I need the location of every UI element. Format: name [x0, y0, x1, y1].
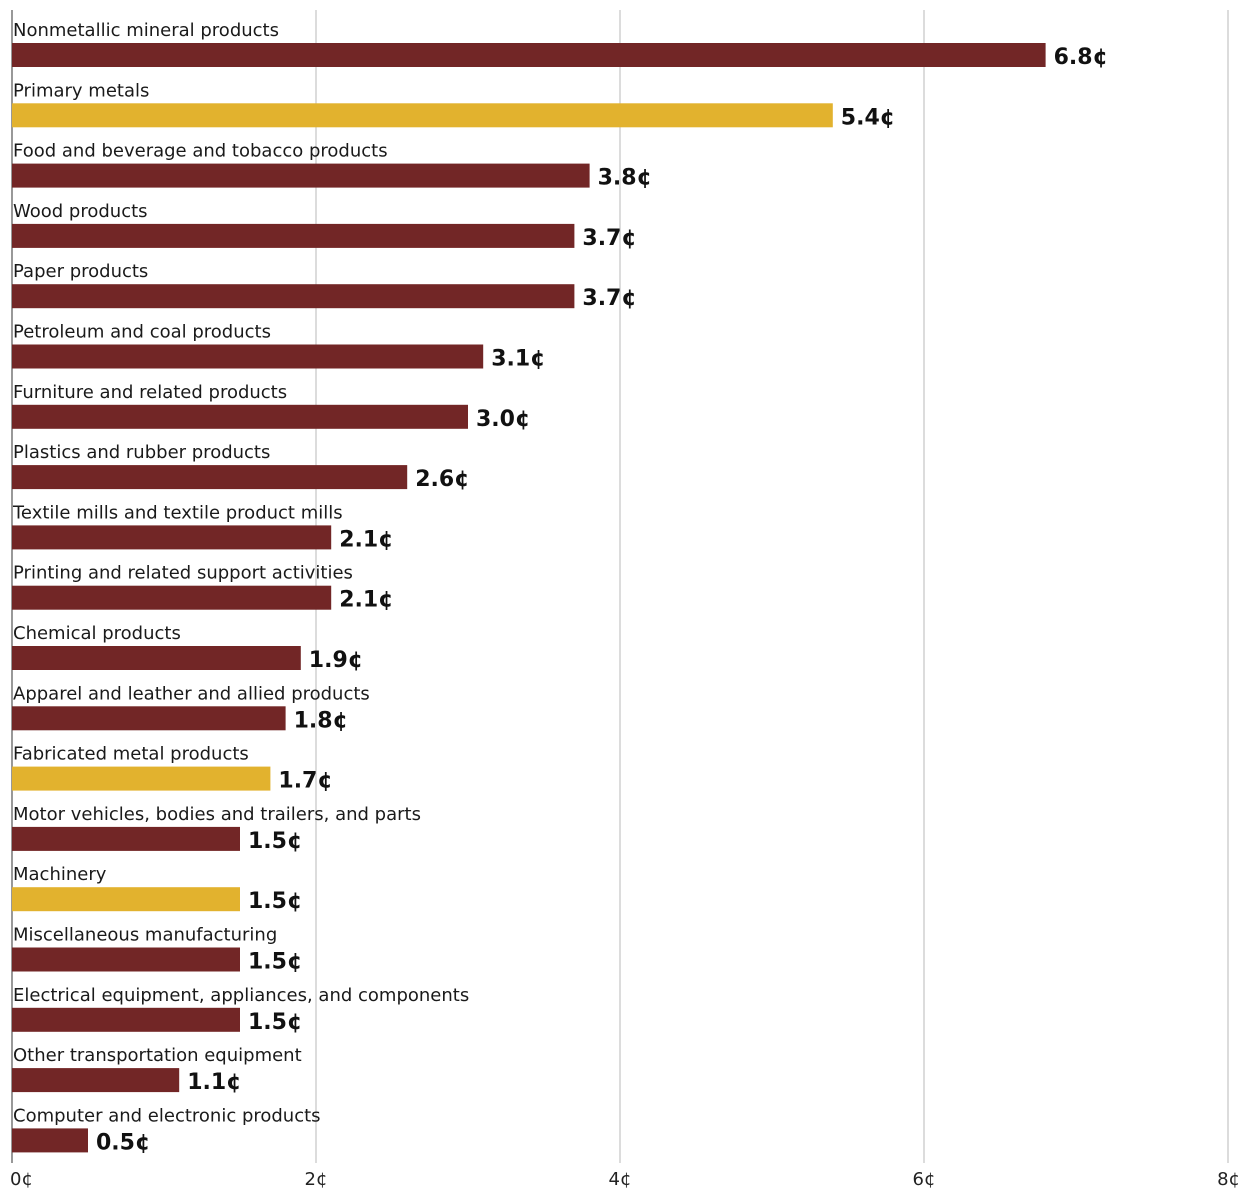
- x-tick-label: 0¢: [10, 1169, 33, 1189]
- category-label: Paper products: [13, 261, 148, 282]
- category-label: Petroleum and coal products: [13, 322, 271, 343]
- category-label: Food and beverage and tobacco products: [13, 141, 388, 162]
- value-label: 3.1¢: [491, 347, 545, 372]
- category-label: Motor vehicles, bodies and trailers, and…: [13, 804, 421, 825]
- value-label: 3.7¢: [582, 226, 636, 251]
- bar: [12, 1007, 240, 1032]
- bar: [12, 766, 271, 791]
- category-label: Nonmetallic mineral products: [13, 20, 279, 41]
- bar: [12, 887, 240, 912]
- bar: [12, 344, 484, 369]
- value-label: 6.8¢: [1054, 45, 1108, 70]
- value-label: 1.8¢: [294, 708, 348, 733]
- value-label: 2.6¢: [415, 467, 469, 492]
- category-label: Chemical products: [13, 623, 181, 644]
- bar: [12, 525, 332, 550]
- category-label: Miscellaneous manufacturing: [13, 925, 277, 946]
- category-label: Fabricated metal products: [13, 744, 249, 765]
- bar: [12, 43, 1046, 67]
- category-label: Electrical equipment, appliances, and co…: [13, 985, 469, 1006]
- x-tick-label: 6¢: [913, 1169, 936, 1189]
- x-axis-ticks: 0¢ 2¢ 4¢ 6¢ 8¢: [10, 1169, 1240, 1189]
- category-label: Computer and electronic products: [13, 1105, 321, 1126]
- bar: [12, 284, 575, 309]
- bar: [12, 163, 590, 188]
- category-label: Textile mills and textile product mills: [12, 502, 343, 523]
- value-label: 1.7¢: [278, 769, 332, 794]
- bar: [12, 585, 332, 610]
- bar: [12, 826, 240, 851]
- value-label: 1.5¢: [248, 950, 302, 975]
- category-label: Primary metals: [13, 80, 149, 101]
- value-label: 1.5¢: [248, 829, 302, 854]
- category-label: Plastics and rubber products: [13, 442, 270, 463]
- x-tick-label: 4¢: [609, 1169, 632, 1189]
- category-label: Other transportation equipment: [13, 1045, 302, 1066]
- bar: [12, 1068, 180, 1093]
- category-label: Furniture and related products: [13, 382, 287, 403]
- value-labels: 6.8¢ 5.4¢ 3.8¢ 3.7¢ 3.7¢ 3.1¢ 3.0¢ 2.6¢ 2.1¢ 2.1¢…: [96, 45, 1108, 1155]
- value-label: 1.5¢: [248, 889, 302, 914]
- category-labels: Nonmetallic mineral products Primary meta…: [12, 20, 469, 1126]
- value-label: 2.1¢: [339, 527, 393, 552]
- value-label: 3.0¢: [476, 407, 530, 432]
- bar: [12, 646, 301, 670]
- category-label: Wood products: [13, 201, 148, 222]
- value-label: 1.5¢: [248, 1010, 302, 1035]
- value-label: 0.5¢: [96, 1130, 150, 1155]
- value-label: 1.9¢: [309, 648, 363, 673]
- x-tick-label: 2¢: [305, 1169, 328, 1189]
- value-label: 5.4¢: [841, 105, 895, 130]
- category-label: Printing and related support activities: [13, 563, 353, 584]
- x-tick-label: 8¢: [1217, 1169, 1240, 1189]
- bar: [12, 103, 833, 128]
- category-label: Apparel and leather and allied products: [13, 683, 370, 704]
- category-label: Machinery: [13, 864, 107, 885]
- bars: [12, 43, 1046, 1153]
- bar: [12, 223, 575, 248]
- bar: [12, 947, 240, 972]
- value-label: 3.8¢: [598, 166, 652, 191]
- bar: [12, 1128, 88, 1153]
- value-label: 3.7¢: [582, 286, 636, 311]
- bar: [12, 465, 408, 490]
- value-label: 2.1¢: [339, 588, 393, 613]
- value-label: 1.1¢: [187, 1070, 241, 1095]
- bar: [12, 404, 468, 429]
- bar: [12, 706, 286, 731]
